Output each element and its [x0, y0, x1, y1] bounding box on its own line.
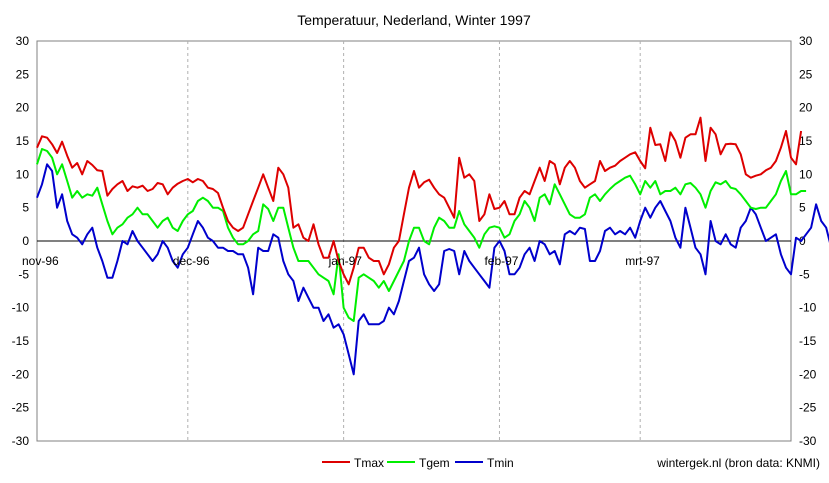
- y-tick-label-left: 0: [22, 234, 29, 248]
- y-tick-label-left: 20: [16, 101, 30, 115]
- series-layer: [36, 116, 829, 376]
- y-tick-label-right: 10: [799, 167, 813, 181]
- y-tick-label-left: -5: [18, 267, 29, 281]
- y-axis-left: 30 25 20 15 10 5 0 -5 -10 -15 -20 -25 -30: [12, 34, 30, 448]
- y-tick-label-left: -15: [12, 334, 30, 348]
- chart-title: Temperatuur, Nederland, Winter 1997: [297, 12, 531, 28]
- series-line-tgem: [36, 148, 807, 322]
- series-line-tmax: [36, 116, 803, 286]
- y-tick-label-left: 25: [16, 67, 30, 81]
- y-axis-right: 30 25 20 15 10 5 0 -5 -10 -15 -20 -25 -30: [799, 34, 817, 448]
- y-tick-label-right: -5: [799, 267, 810, 281]
- x-tick-label: mrt-97: [625, 254, 660, 268]
- legend-label: Tgem: [419, 456, 450, 470]
- y-tick-label-left: -10: [12, 301, 30, 315]
- y-tick-label-left: 15: [16, 134, 30, 148]
- x-tick-label: jan-97: [328, 254, 363, 268]
- source-credit: wintergek.nl (bron data: KNMI): [656, 456, 820, 470]
- y-tick-label-left: 30: [16, 34, 30, 48]
- x-tick-label: feb-97: [484, 254, 518, 268]
- legend-item-tgem: Tgem: [387, 456, 450, 470]
- y-tick-label-left: -25: [12, 401, 30, 415]
- legend-item-tmin: Tmin: [455, 456, 514, 470]
- series-line-tmin: [36, 163, 829, 376]
- x-tick-label: dec-96: [173, 254, 210, 268]
- y-tick-label-right: -20: [799, 367, 817, 381]
- y-tick-label-right: 5: [799, 201, 806, 215]
- legend-label: Tmax: [354, 456, 384, 470]
- y-tick-label-right: -30: [799, 434, 817, 448]
- y-tick-label-right: 25: [799, 67, 813, 81]
- y-tick-label-right: -10: [799, 301, 817, 315]
- legend-label: Tmin: [487, 456, 514, 470]
- y-tick-label-right: 30: [799, 34, 813, 48]
- y-tick-label-right: -25: [799, 401, 817, 415]
- x-axis-month-labels: nov-96 dec-96 jan-97 feb-97 mrt-97: [22, 254, 660, 268]
- x-tick-label: nov-96: [22, 254, 59, 268]
- y-tick-label-right: 20: [799, 101, 813, 115]
- y-tick-label-right: 0: [799, 234, 806, 248]
- y-tick-label-right: -15: [799, 334, 817, 348]
- y-tick-label-left: -30: [12, 434, 30, 448]
- y-tick-label-left: 10: [16, 167, 30, 181]
- legend: Tmax Tgem Tmin: [322, 456, 514, 470]
- legend-item-tmax: Tmax: [322, 456, 384, 470]
- y-tick-label-left: -20: [12, 367, 30, 381]
- y-tick-label-right: 15: [799, 134, 813, 148]
- y-tick-label-left: 5: [22, 201, 29, 215]
